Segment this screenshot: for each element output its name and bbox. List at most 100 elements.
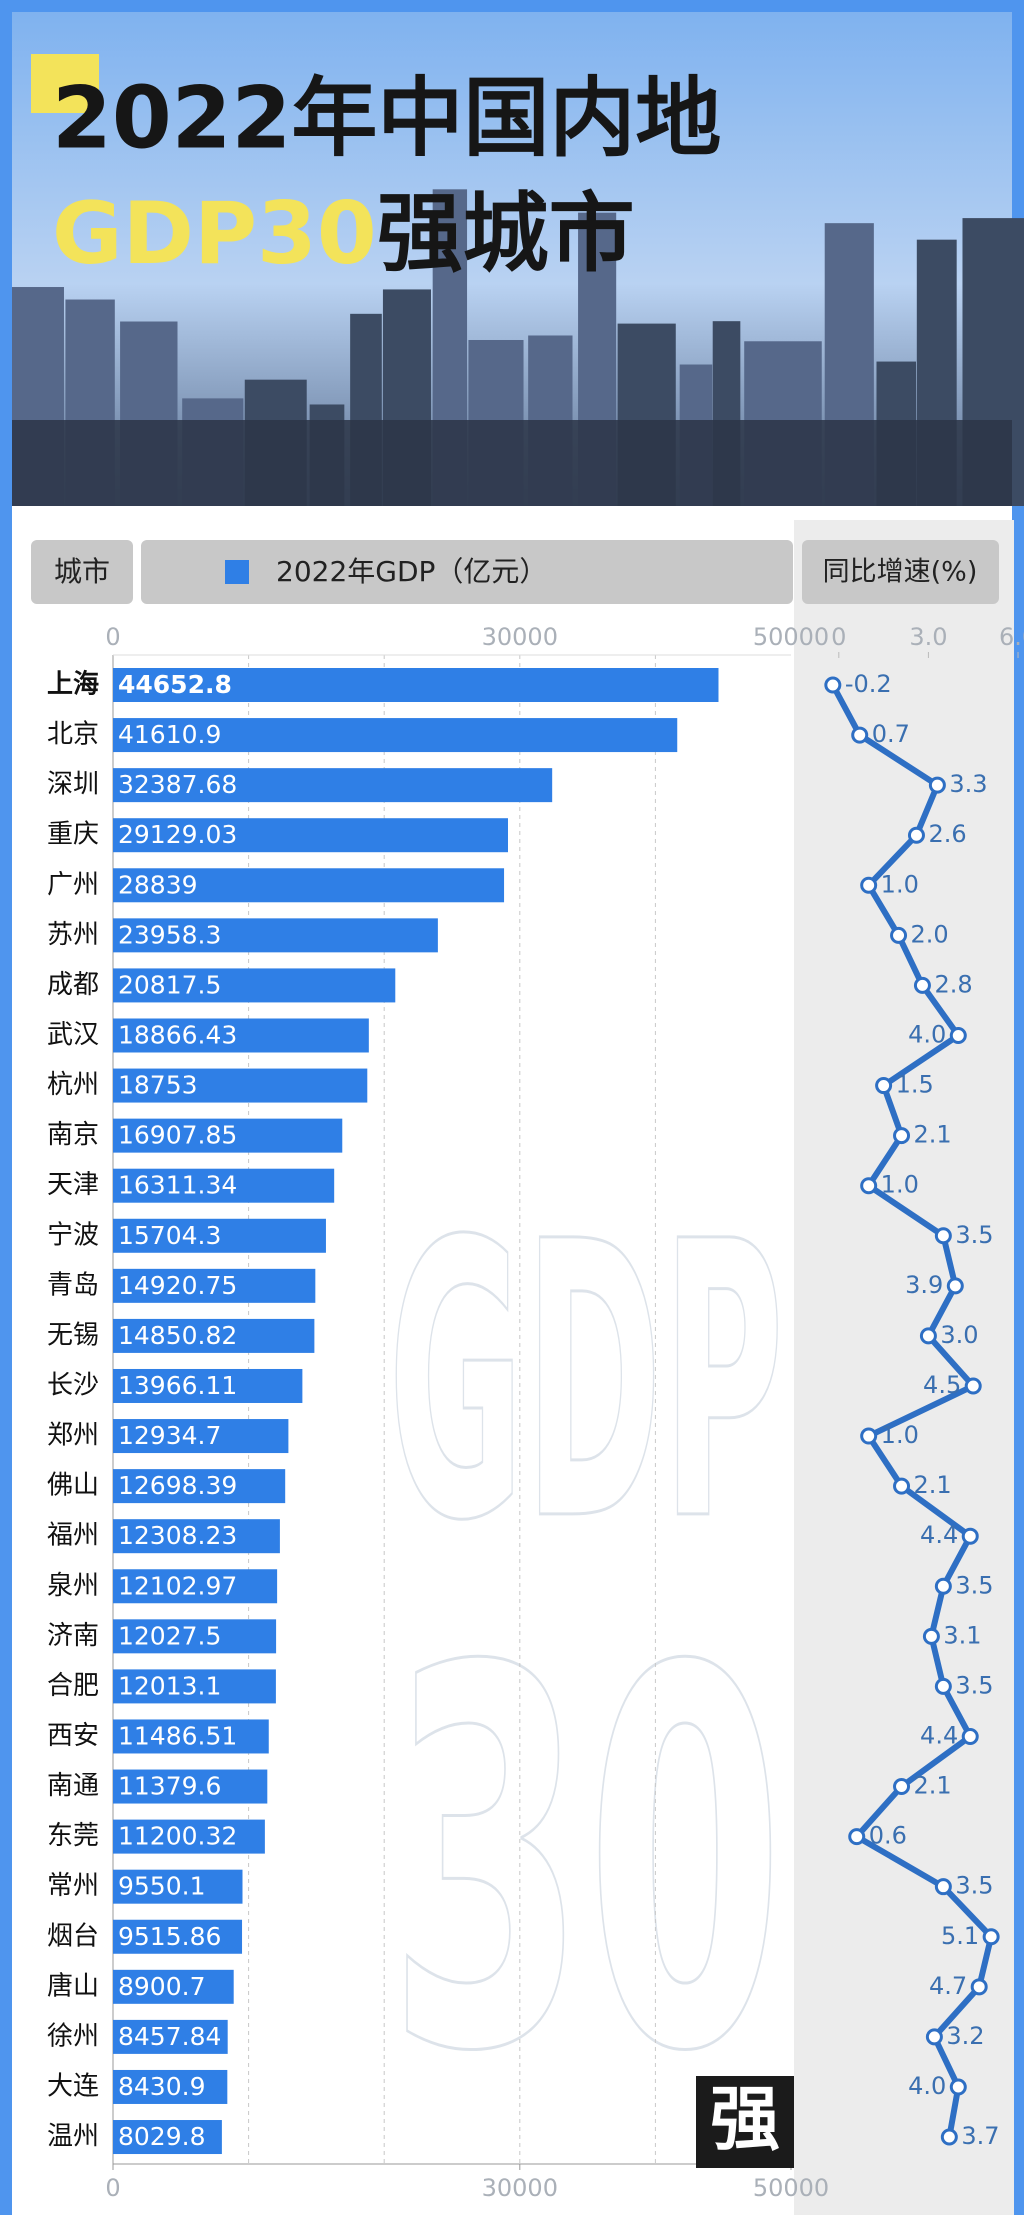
growth-marker: [949, 2078, 967, 2096]
header-cell: [141, 540, 793, 604]
bar: [113, 1869, 243, 1904]
growth-marker: [934, 1677, 952, 1695]
value-label: 18753: [118, 1071, 198, 1100]
category-label: 杭州: [47, 1070, 99, 1100]
growth-marker: [928, 776, 946, 794]
growth-label: 2.1: [914, 1121, 952, 1149]
growth-label: 1.0: [881, 1171, 919, 1199]
growth-marker: [893, 1127, 911, 1145]
growth-label: 2.1: [914, 1772, 952, 1800]
value-label: 12102.97: [118, 1571, 237, 1600]
value-label: 12934.7: [118, 1421, 221, 1450]
category-label: 西安: [47, 1721, 99, 1751]
growth-label: 4.7: [929, 1972, 967, 2000]
value-label: 8457.84: [118, 2022, 221, 2051]
category-label: 福州: [47, 1521, 99, 1551]
growth-label: 1.0: [881, 870, 919, 898]
growth-label: 3.3: [949, 770, 987, 798]
value-label: 14920.75: [118, 1271, 237, 1300]
value-label: 28839: [118, 870, 198, 899]
category-label: 苏州: [47, 920, 99, 950]
growth-marker: [851, 726, 869, 744]
category-label: 天津: [47, 1170, 99, 1200]
category-label: 无锡: [47, 1320, 99, 1350]
category-label: 宁波: [47, 1220, 99, 1250]
value-label: 15704.3: [118, 1221, 221, 1250]
growth-label: 3.5: [955, 1671, 993, 1699]
bar: [113, 1068, 368, 1103]
growth-label: 3.0: [940, 1321, 978, 1349]
growth-marker: [922, 1627, 940, 1645]
x-tick-label: 50000: [753, 2174, 829, 2202]
title: 2022年中国内地: [52, 68, 721, 168]
value-label: 13966.11: [118, 1371, 237, 1400]
x-tick-label: 50000: [753, 623, 829, 651]
subtitle-highlight: GDP30: [52, 184, 377, 284]
value-label: 8430.9: [118, 2072, 205, 2101]
bar: [113, 968, 396, 1003]
growth-marker: [934, 1878, 952, 1896]
value-label: 11200.32: [118, 1822, 237, 1851]
bar: [113, 1419, 289, 1454]
value-label: 12698.39: [118, 1471, 237, 1500]
street: [12, 420, 1012, 506]
value-label: 16311.34: [118, 1171, 237, 1200]
bar: [113, 1218, 326, 1253]
category-label: 唐山: [47, 1971, 99, 2001]
category-label: 重庆: [47, 820, 99, 850]
x-tick-label: 30000: [482, 2174, 558, 2202]
growth-label: -0.2: [845, 670, 892, 698]
growth-label: 2.0: [911, 920, 949, 948]
value-label: 20817.5: [118, 970, 221, 999]
category-label: 武汉: [47, 1020, 99, 1050]
accent-square: [31, 54, 99, 113]
bar: [113, 1619, 277, 1654]
growth-label: 4.0: [908, 2072, 946, 2100]
category-label: 烟台: [47, 1921, 99, 1951]
growth-marker: [860, 876, 878, 894]
bar: [113, 2069, 228, 2104]
value-label: 41610.9: [118, 720, 221, 749]
growth-label: 1.0: [881, 1421, 919, 1449]
category-label: 泉州: [47, 1571, 99, 1601]
growth-marker: [893, 1477, 911, 1495]
growth-label: 4.4: [920, 1721, 958, 1749]
value-label: 44652.8: [118, 670, 232, 699]
growth-label: 2.8: [934, 970, 972, 998]
growth-label: 0.6: [869, 1822, 907, 1850]
growth-marker: [949, 1026, 967, 1044]
watermark: 30: [388, 1559, 784, 2165]
bar: [113, 668, 719, 702]
growth-marker: [848, 1828, 866, 1846]
value-label: 32387.68: [118, 770, 237, 799]
bar: [113, 1569, 278, 1604]
value-label: 14850.82: [118, 1321, 237, 1350]
growth-label: 4.4: [920, 1521, 958, 1549]
growth-marker: [982, 1928, 1000, 1946]
subtitle-rest: 强城市: [377, 184, 635, 284]
category-label: 长沙: [47, 1370, 99, 1400]
growth-label: 3.5: [955, 1221, 993, 1249]
bar: [113, 718, 678, 753]
value-label: 12013.1: [118, 1671, 221, 1700]
value-label: 9515.86: [118, 1922, 221, 1951]
bar: [113, 1118, 343, 1153]
bar: [113, 1318, 315, 1353]
growth-marker: [940, 2128, 958, 2146]
growth-label: 5.1: [941, 1922, 979, 1950]
x-tick-label: 0: [105, 623, 120, 651]
growth-marker: [946, 1277, 964, 1295]
bar: [113, 1769, 268, 1804]
growth-marker: [934, 1577, 952, 1595]
x-tick-label: 0: [105, 2174, 120, 2202]
growth-label: 4.0: [908, 1020, 946, 1048]
category-label: 郑州: [47, 1421, 99, 1451]
watermark: GDP: [388, 1161, 784, 1604]
growth-marker: [934, 1227, 952, 1245]
value-label: 9550.1: [118, 1872, 205, 1901]
growth-line: [830, 683, 995, 2138]
category-label: 成都: [47, 970, 99, 1000]
bar: [113, 1919, 243, 1954]
badge-bg: [696, 2076, 794, 2168]
